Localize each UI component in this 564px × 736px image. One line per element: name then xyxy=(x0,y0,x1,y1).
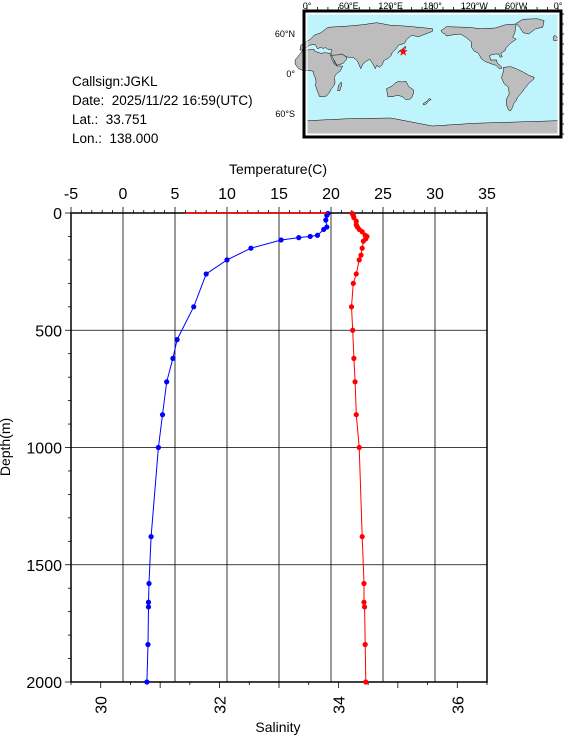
salinity-series xyxy=(185,210,370,685)
latitude-text: Lat.: 33.751 xyxy=(72,112,148,127)
temperature-tick-label: 0 xyxy=(119,186,128,203)
salinity-point xyxy=(351,355,357,361)
temperature-point xyxy=(248,245,254,251)
temperature-point xyxy=(191,304,197,310)
salinity-point xyxy=(359,245,365,251)
world-map: 0° 60°E 120°E 180° 120°W 60°W 0° 60°N 0° 60°S xyxy=(275,1,564,139)
salinity-point xyxy=(358,252,364,258)
temperature-tick-label: 35 xyxy=(478,186,496,203)
map-lon-label: 120°W xyxy=(461,1,489,11)
depth-tick-label: 0 xyxy=(53,206,62,223)
depth-tick-label: 2000 xyxy=(26,675,62,692)
salinity-point xyxy=(360,238,366,244)
australia-landmass xyxy=(386,81,414,100)
temperature-point xyxy=(145,604,152,610)
salinity-point xyxy=(362,641,368,648)
temperature-tick-label: 25 xyxy=(374,186,392,203)
south-america-landmass xyxy=(501,66,535,111)
map-frame-inner xyxy=(306,13,559,135)
temperature-point xyxy=(324,212,330,218)
temperature-point xyxy=(307,233,313,240)
longitude-text: Lon.: 138.000 xyxy=(72,131,159,146)
callsign-text: Callsign:JGKL xyxy=(72,74,158,89)
temperature-point xyxy=(203,271,209,277)
map-lon-label: 60°W xyxy=(505,1,528,11)
temperature-tick-label: 5 xyxy=(171,186,180,203)
temperature-point xyxy=(159,412,166,418)
temperature-point xyxy=(323,217,329,223)
temperature-tick-label: 10 xyxy=(218,186,236,203)
station-marker-icon xyxy=(398,46,408,56)
north-america-landmass xyxy=(440,23,517,69)
salinity-point xyxy=(359,534,365,540)
salinity-point xyxy=(350,327,356,333)
temperature-tick-label: -5 xyxy=(64,186,78,203)
temperature-point xyxy=(164,379,170,385)
temperature-point xyxy=(148,534,154,540)
map-lon-label: 60°E xyxy=(339,1,359,11)
temperature-point xyxy=(144,679,150,685)
temperature-point xyxy=(146,580,152,587)
salinity-point xyxy=(353,412,359,418)
map-lon-label: 120°E xyxy=(378,1,403,11)
temperature-tick-label: 15 xyxy=(270,186,288,203)
temperature-point xyxy=(145,599,152,605)
temperature-tick-label: 20 xyxy=(322,186,340,203)
salinity-point xyxy=(359,229,365,235)
map-lat-label: 0° xyxy=(286,69,295,79)
temperature-point xyxy=(170,355,176,361)
temperature-tick-label: 30 xyxy=(426,186,444,203)
new-zealand-landmass xyxy=(423,98,432,106)
temperature-point xyxy=(145,641,151,648)
temperature-point xyxy=(296,235,302,241)
temperature-point xyxy=(321,226,327,233)
salinity-point xyxy=(352,379,358,385)
salinity-axis-label: Salinity xyxy=(255,719,300,735)
salinity-point xyxy=(353,271,359,277)
depth-axis-label: Depth(m) xyxy=(0,418,13,476)
grid xyxy=(71,213,487,682)
map-lon-label: 0° xyxy=(554,1,563,11)
map-lon-label: 0° xyxy=(303,1,312,11)
salinity-point xyxy=(350,280,356,286)
salinity-point xyxy=(363,679,369,685)
map-lat-label: 60°S xyxy=(275,109,295,119)
temperature-point xyxy=(314,232,321,238)
arabia-landmass xyxy=(330,53,347,66)
map-frame xyxy=(302,5,564,139)
temperature-point xyxy=(224,257,230,263)
depth-tick-label: 1000 xyxy=(26,441,62,458)
salinity-point xyxy=(361,599,367,605)
temperature-point xyxy=(155,444,161,451)
depth-tick-label: 1500 xyxy=(26,558,62,575)
temperature-point xyxy=(174,337,180,343)
salinity-tick-label: 30 xyxy=(94,696,111,714)
map-lon-label: 180° xyxy=(423,1,442,11)
date-text: Date: 2025/11/22 16:59(UTC) xyxy=(72,93,253,108)
salinity-point xyxy=(361,604,368,610)
salinity-point xyxy=(348,304,355,310)
map-lat-label: 60°N xyxy=(275,29,295,39)
salinity-point xyxy=(356,257,362,263)
salinity-tick-label: 36 xyxy=(450,696,467,714)
temperature-point xyxy=(278,237,284,243)
salinity-point xyxy=(361,580,367,587)
salinity-tick-label: 34 xyxy=(331,696,348,714)
station-info: Callsign:JGKL Date: 2025/11/22 16:59(UTC… xyxy=(72,72,253,148)
depth-tick-label: 500 xyxy=(35,323,62,340)
salinity-point xyxy=(356,444,362,451)
madagascar-landmass xyxy=(337,81,343,91)
temperature-axis-label: Temperature(C) xyxy=(229,161,327,177)
salinity-tick-label: 32 xyxy=(213,696,230,714)
greenland-landmass xyxy=(515,18,545,35)
